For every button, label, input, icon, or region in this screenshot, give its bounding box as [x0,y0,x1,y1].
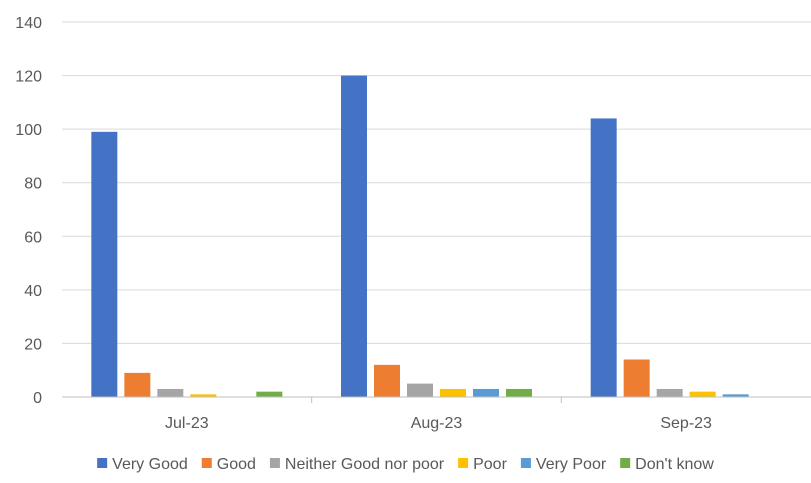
bar-very-poor-aug-23 [473,388,499,397]
gridlines [62,21,811,344]
bars [91,75,749,398]
bar-neither-good-nor-poor-aug-23 [407,383,433,397]
bar-very-good-aug-23 [341,75,367,398]
legend-swatch-don-t-know [620,458,631,468]
bar-don-t-know-jul-23 [256,391,283,397]
bar-very-good-jul-23 [91,131,118,398]
bar-poor-sep-23 [689,391,716,397]
legend: Very Good Good Neither Good nor poor Poor Ve… [97,456,714,473]
bar-good-jul-23 [124,372,151,397]
y-tick-label-100: 100 [15,122,42,139]
legend-label-very-good: Very Good [112,456,188,473]
legend-swatch-poor [458,458,469,468]
bar-good-sep-23 [623,359,650,397]
y-tick-label-80: 80 [24,176,42,193]
bar-poor-jul-23 [190,394,217,397]
legend-label-good: Good [217,456,256,473]
bar-good-aug-23 [374,364,400,397]
legend-swatch-very-good [97,458,108,468]
legend-swatch-good [201,458,212,468]
x-tick-label-jul-23: Jul-23 [165,415,209,432]
y-axis-ticks: 0 20 40 60 80 100 120 140 [15,15,42,407]
x-axis [62,396,811,403]
y-tick-label-0: 0 [33,390,42,407]
legend-swatch-neither-good-nor-poor [269,458,280,468]
y-tick-label-40: 40 [24,283,42,300]
legend-label-poor: Poor [473,456,507,473]
bar-very-good-sep-23 [590,118,617,397]
legend-label-very-poor: Very Poor [536,456,607,473]
x-axis-ticks: Jul-23 Aug-23 Sep-23 [165,415,712,432]
x-tick-label-aug-23: Aug-23 [411,415,463,432]
legend-label-don-t-know: Don't know [635,456,714,473]
bar-neither-good-nor-poor-sep-23 [656,388,683,397]
y-tick-label-140: 140 [15,15,42,32]
legend-label-neither-good-nor-poor: Neither Good nor poor [285,456,445,473]
y-tick-label-60: 60 [24,229,42,246]
bar-very-poor-sep-23 [722,394,749,397]
bar-don-t-know-aug-23 [506,388,532,397]
y-tick-label-120: 120 [15,69,42,86]
bar-neither-good-nor-poor-jul-23 [157,388,184,397]
x-tick-label-sep-23: Sep-23 [660,415,712,432]
bar-poor-aug-23 [440,388,466,397]
y-tick-label-20: 20 [24,336,42,353]
legend-swatch-very-poor [520,458,531,468]
